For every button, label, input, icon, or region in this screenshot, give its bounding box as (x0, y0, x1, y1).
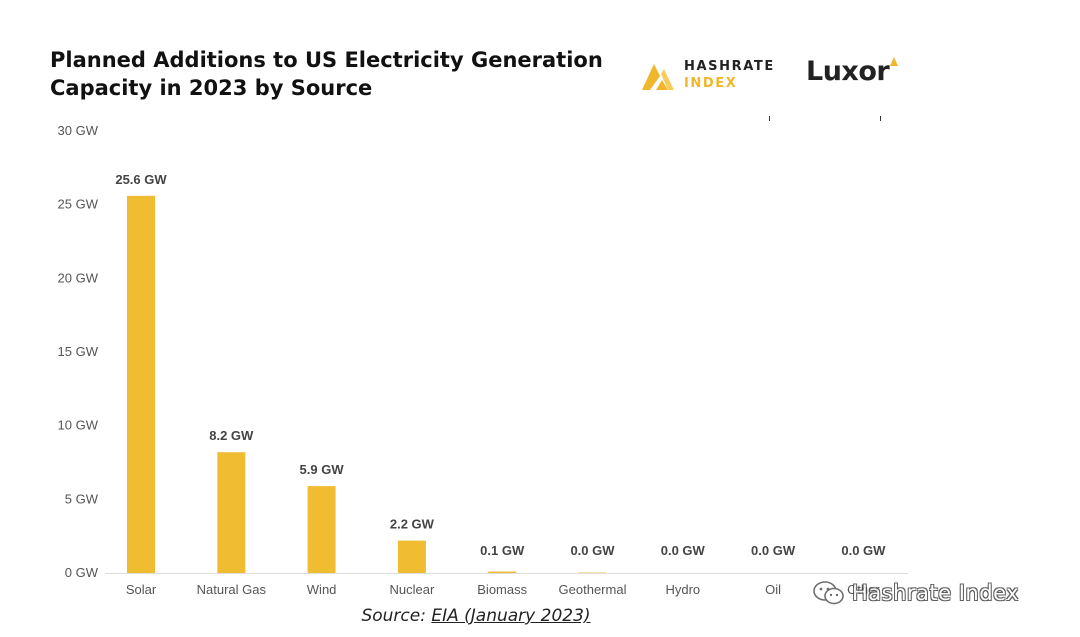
x-tick-label: Oil (765, 582, 781, 597)
data-label: 0.0 GW (661, 543, 706, 558)
data-label: 0.0 GW (841, 543, 886, 558)
luxor-logo-text: Luxor (806, 56, 890, 87)
bar-solar (127, 195, 155, 573)
hashrate-logo-text-line1: HASHRATE (684, 59, 775, 74)
data-label: 25.6 GW (115, 172, 167, 187)
hashrate-index-logo: HASHRATE INDEX (640, 56, 780, 96)
x-tick-label: Hydro (665, 582, 700, 597)
hashrate-index-logo-icon (642, 64, 674, 90)
y-tick-label: 0 GW (65, 565, 99, 580)
y-tick-label: 30 GW (58, 123, 99, 138)
watermark-text: Hashrate Index (852, 581, 1020, 605)
y-tick-label: 20 GW (58, 270, 99, 285)
wechat-icon (813, 581, 844, 605)
x-axis: Solar Natural Gas Wind Nuclear Biomass Geothe… (126, 582, 881, 597)
bar-natural-gas (217, 452, 246, 573)
chart-title: Planned Additions to US Electricity Gene… (50, 48, 603, 100)
y-axis: 0 GW 5 GW 10 GW 15 GW 20 GW 25 GW 30 GW (58, 123, 99, 580)
y-tick-label: 10 GW (58, 418, 99, 433)
data-label: 5.9 GW (300, 462, 345, 477)
luxor-logo: Luxor (806, 56, 898, 92)
source-caption: Source: EIA (January 2023) (0, 606, 952, 626)
watermark: Hashrate Index (812, 578, 1019, 608)
bar-nuclear (397, 540, 426, 573)
data-label: 0.1 GW (480, 543, 525, 558)
hashrate-logo-text-line2: INDEX (684, 76, 738, 91)
artifact-mark (880, 116, 881, 121)
source-link[interactable]: EIA (January 2023) (431, 606, 591, 626)
x-tick-label: Biomass (477, 582, 527, 597)
y-tick-label: 25 GW (58, 197, 99, 212)
x-tick-label: Solar (126, 582, 157, 597)
data-label: 2.2 GW (390, 517, 435, 532)
data-label: 8.2 GW (209, 428, 254, 443)
data-label: 0.0 GW (570, 543, 615, 558)
x-tick-label: Other (847, 582, 880, 597)
x-tick-label: Nuclear (390, 582, 435, 597)
artifact-mark (769, 116, 770, 121)
x-tick-label: Natural Gas (197, 582, 267, 597)
x-tick-label: Wind (307, 582, 337, 597)
source-prefix: Source: (361, 606, 432, 626)
bar-biomass (488, 571, 517, 573)
y-tick-label: 15 GW (58, 344, 99, 359)
data-label: 0.0 GW (751, 543, 796, 558)
luxor-logo-icon (890, 57, 898, 66)
bar-wind (307, 486, 336, 573)
bars: 25.6 GW 8.2 GW 5.9 GW 2.2 GW 0.1 GW 0.0 GW 0.0… (115, 172, 886, 573)
y-tick-label: 5 GW (65, 491, 99, 506)
x-tick-label: Geothermal (559, 582, 627, 597)
